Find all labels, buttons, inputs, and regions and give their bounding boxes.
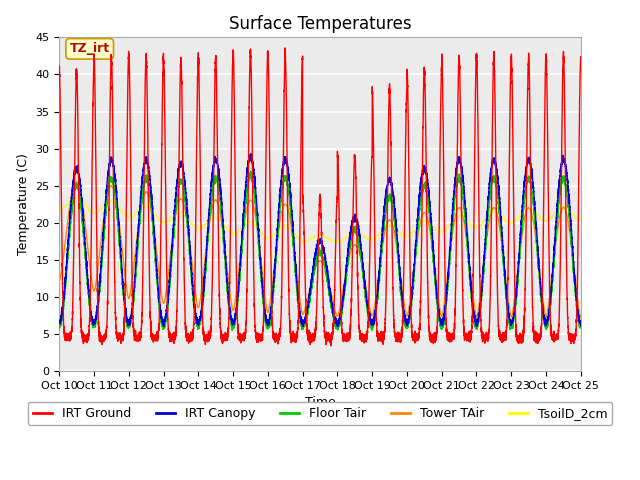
Y-axis label: Temperature (C): Temperature (C) <box>17 153 30 255</box>
X-axis label: Time: Time <box>305 396 335 409</box>
Legend: IRT Ground, IRT Canopy, Floor Tair, Tower TAir, TsoilD_2cm: IRT Ground, IRT Canopy, Floor Tair, Towe… <box>28 402 612 425</box>
Title: Surface Temperatures: Surface Temperatures <box>228 15 412 33</box>
Text: TZ_irt: TZ_irt <box>70 42 109 55</box>
